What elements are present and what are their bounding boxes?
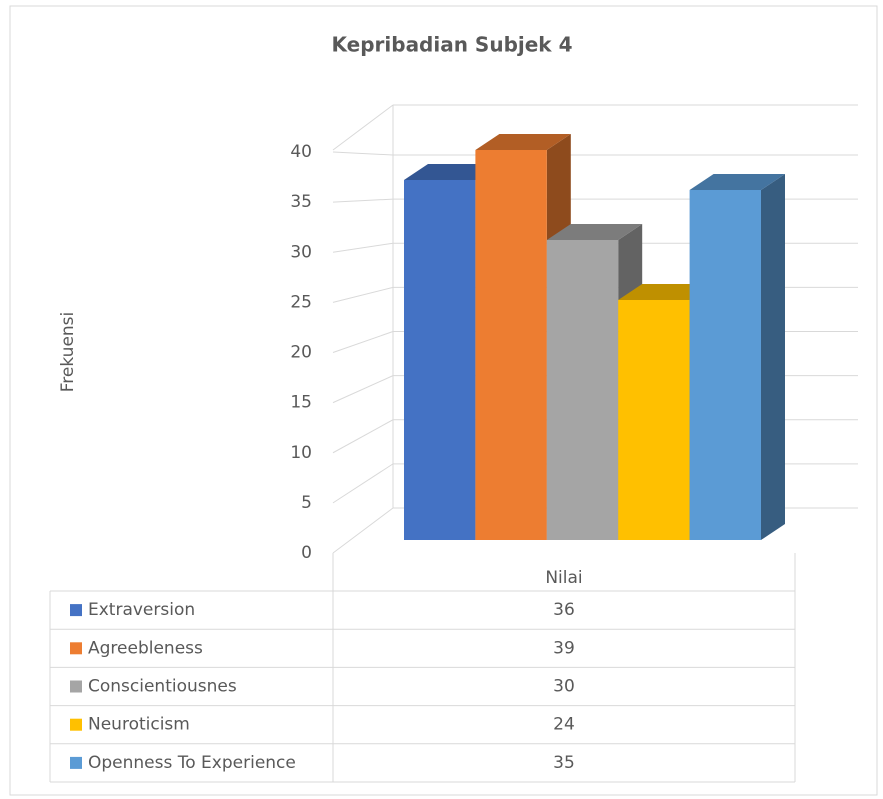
legend-key [70, 604, 82, 617]
bar-top [546, 224, 643, 240]
y-tick-label: 35 [290, 192, 312, 212]
grid-line-side [332, 331, 394, 353]
bar [475, 150, 547, 540]
table-value: 35 [553, 753, 575, 773]
bar-top [689, 174, 785, 190]
legend-label: Openness To Experience [88, 753, 296, 773]
grid-line-side [332, 242, 394, 253]
chart-title: Kepribadian Subjek 4 [332, 33, 573, 57]
legend-label: Neuroticism [88, 715, 190, 735]
table-header: Nilai [545, 568, 582, 588]
legend-key [70, 756, 82, 769]
grid-line-side [332, 419, 394, 454]
table-value: 39 [553, 638, 575, 658]
bar-top [475, 134, 571, 150]
legend-key [70, 642, 82, 655]
bar-side [761, 174, 785, 540]
y-tick-label: 15 [290, 393, 312, 413]
table-value: 24 [553, 715, 575, 735]
y-tick-label: 5 [301, 493, 312, 513]
legend-key [70, 680, 82, 693]
grid-line-side [332, 463, 394, 504]
y-tick-label: 0 [301, 543, 312, 563]
grid-line-side [332, 198, 394, 203]
y-tick-label: 10 [290, 443, 312, 463]
bar [689, 190, 761, 540]
legend-label: Conscientiousnes [88, 677, 237, 697]
legend-label: Extraversion [88, 600, 195, 620]
grid-line-side [332, 286, 394, 303]
bar [404, 180, 476, 540]
y-tick-label: 20 [290, 343, 312, 363]
table-value: 36 [553, 600, 575, 620]
y-tick-label: 30 [290, 242, 312, 262]
bar [618, 300, 690, 540]
legend-label: Agreebleness [88, 638, 203, 658]
table-value: 30 [553, 677, 575, 697]
bar [546, 240, 619, 540]
legend-key [70, 718, 82, 731]
y-tick-label: 40 [290, 142, 312, 162]
side-top [332, 104, 394, 151]
y-tick-label: 25 [290, 292, 312, 312]
grid-line-side [332, 151, 394, 156]
grid-line-side [332, 375, 394, 404]
y-axis-label: Frekuensi [58, 312, 78, 393]
grid-line-side [332, 507, 394, 554]
